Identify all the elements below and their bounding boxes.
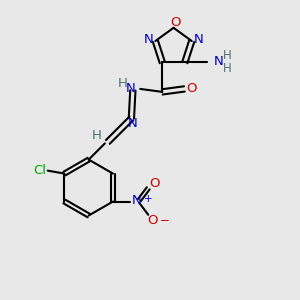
Text: H: H [92,129,102,142]
Text: N: N [144,33,154,46]
Text: −: − [160,214,170,227]
Text: N: N [128,117,138,130]
Text: O: O [170,16,180,29]
Text: O: O [147,214,158,227]
Text: +: + [144,194,153,204]
Text: O: O [149,177,159,190]
Text: H: H [223,62,231,75]
Text: Cl: Cl [33,164,46,176]
Text: H: H [223,50,231,62]
Text: N: N [194,33,203,46]
Text: N: N [125,82,135,95]
Text: N: N [132,194,141,207]
Text: H: H [118,77,128,90]
Text: O: O [187,82,197,95]
Text: N: N [214,55,224,68]
